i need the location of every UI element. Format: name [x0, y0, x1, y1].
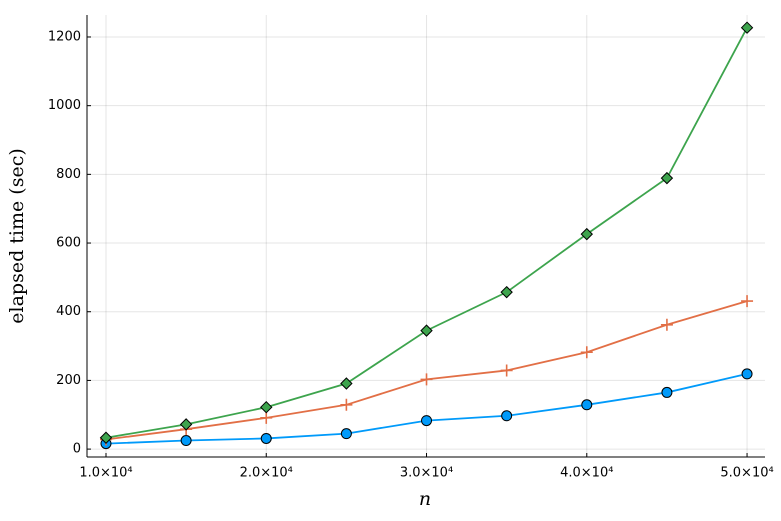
- point: [260, 400, 273, 414]
- x-tick-label: 1.0×10⁴: [79, 466, 132, 481]
- point: [500, 285, 513, 299]
- point: [99, 431, 113, 444]
- y-tick-label: 0: [73, 442, 81, 457]
- y-axis-label: elapsed time (sec): [6, 148, 28, 323]
- point: [179, 418, 193, 431]
- point: [501, 410, 513, 422]
- x-tick-label: 5.0×10⁴: [720, 466, 773, 481]
- point: [500, 364, 513, 377]
- y-tick-label: 1200: [48, 29, 81, 44]
- point: [420, 373, 433, 386]
- point: [421, 415, 433, 427]
- point: [740, 21, 754, 34]
- point: [581, 399, 593, 411]
- y-tick-label: 1000: [48, 98, 81, 113]
- point: [580, 227, 593, 241]
- point: [260, 432, 272, 444]
- point: [340, 377, 353, 390]
- point: [180, 435, 192, 447]
- point: [260, 411, 273, 424]
- point: [661, 386, 673, 398]
- x-tick-label: 2.0×10⁴: [240, 466, 293, 481]
- y-tick-label: 600: [56, 236, 81, 251]
- y-tick-label: 400: [56, 304, 81, 319]
- x-axis-label: n: [419, 488, 431, 510]
- point: [741, 368, 753, 380]
- y-tick-label: 800: [56, 167, 81, 182]
- point: [580, 346, 593, 359]
- x-tick-label: 3.0×10⁴: [400, 466, 453, 481]
- point: [340, 398, 353, 411]
- x-tick-label: 4.0×10⁴: [560, 466, 613, 481]
- point: [741, 295, 754, 308]
- point: [660, 171, 674, 185]
- point: [340, 428, 352, 440]
- y-tick-label: 200: [56, 373, 81, 388]
- point: [420, 324, 433, 337]
- point: [660, 318, 673, 331]
